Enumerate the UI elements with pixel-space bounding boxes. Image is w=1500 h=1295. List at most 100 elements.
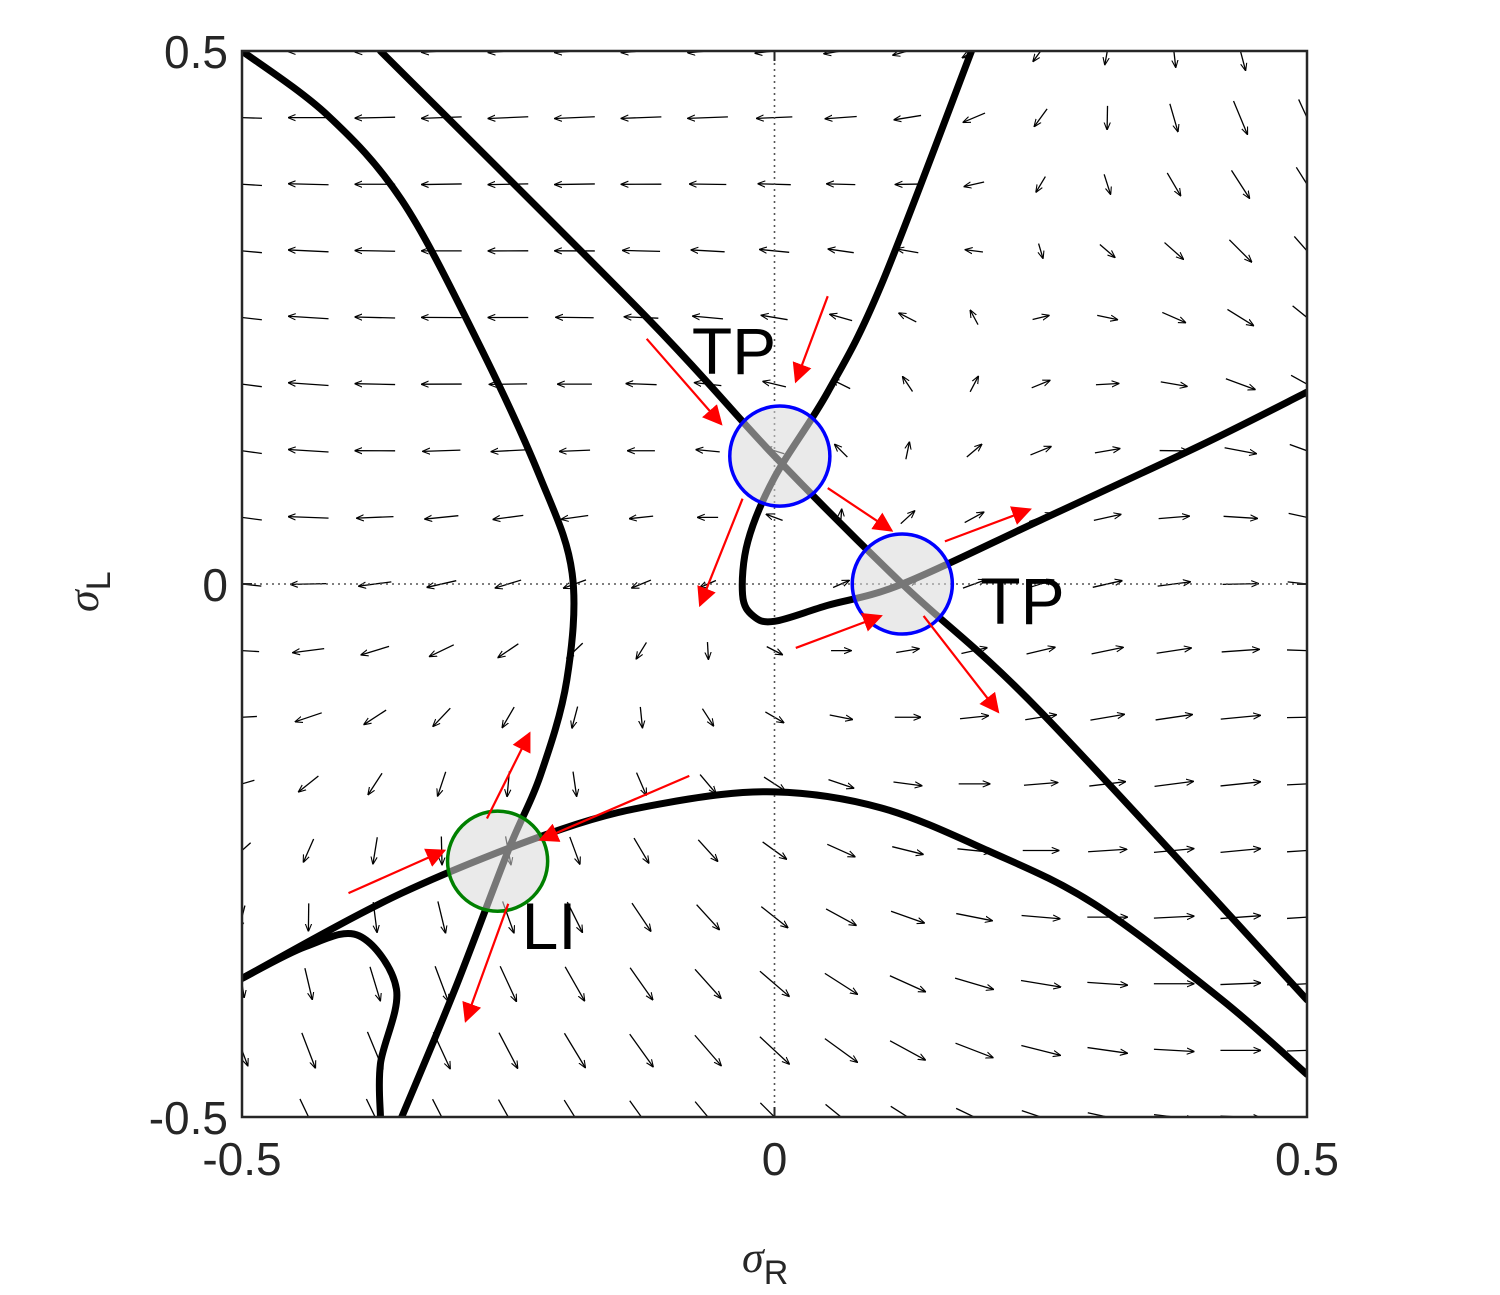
field-arrow [1093, 514, 1121, 521]
fixed-point-label: LI [522, 889, 577, 963]
field-arrow [696, 904, 720, 930]
field-arrow [903, 377, 914, 392]
fixed-point-tp [850, 532, 955, 636]
field-arrow [893, 51, 910, 55]
field-arrow [623, 250, 661, 251]
field-arrow [1222, 584, 1259, 585]
field-arrow [364, 709, 387, 724]
field-arrow [493, 514, 524, 519]
field-arrow [1021, 916, 1060, 919]
field-arrow [763, 381, 787, 388]
field-arrow [688, 117, 728, 118]
field-arrow [1287, 916, 1307, 920]
field-arrow [563, 1099, 576, 1117]
field-arrow [694, 968, 721, 998]
field-arrow [242, 979, 244, 997]
field-arrow [491, 450, 526, 452]
field-arrow [438, 771, 447, 796]
field-arrow [1286, 783, 1307, 786]
field-arrow [242, 779, 255, 785]
field-arrow [827, 843, 855, 856]
fixed-points [445, 404, 955, 913]
field-arrow [630, 516, 654, 519]
field-arrow [355, 317, 396, 318]
field-arrow [1289, 443, 1307, 452]
field-arrow [295, 712, 322, 722]
field-arrow [633, 837, 649, 863]
field-arrow [437, 901, 446, 932]
field-arrow [1153, 916, 1194, 918]
field-arrow [1103, 174, 1110, 194]
field-arrow [242, 842, 252, 852]
field-arrow [355, 117, 396, 118]
field-arrow [1034, 108, 1048, 126]
field-arrow [1224, 447, 1257, 454]
field-arrow [1286, 716, 1307, 719]
field-arrow [959, 716, 988, 719]
fixed-point-li [445, 809, 550, 913]
field-arrow [1158, 516, 1189, 518]
field-arrow [1166, 172, 1180, 196]
field-arrow [1220, 715, 1260, 720]
field-arrow [242, 905, 246, 929]
field-arrow [555, 184, 595, 185]
eigen-arrow [485, 731, 531, 820]
field-arrow [691, 250, 725, 252]
field-arrow [696, 450, 720, 452]
field-arrow [825, 117, 857, 119]
field-arrow [498, 1032, 518, 1068]
field-arrow [825, 1103, 843, 1117]
field-arrow [1025, 715, 1056, 721]
field-arrow [1030, 447, 1051, 456]
field-arrow [699, 774, 716, 794]
field-arrow [242, 583, 262, 587]
field-arrow [835, 444, 848, 458]
field-arrow [1298, 99, 1307, 120]
field-arrow [495, 579, 522, 588]
field-arrow [433, 707, 451, 726]
field-arrow [434, 966, 448, 1001]
field-arrow [1288, 512, 1307, 519]
field-arrow [832, 581, 849, 589]
field-arrow [629, 1100, 643, 1117]
field-arrow [1156, 648, 1191, 654]
field-arrow [621, 117, 662, 119]
field-arrow [969, 376, 978, 393]
field-arrow [289, 184, 329, 185]
field-arrow [1220, 916, 1260, 919]
field-arrow [824, 51, 846, 54]
field-arrow [1225, 378, 1255, 390]
field-arrow [830, 314, 853, 322]
field-arrow [629, 967, 653, 1000]
x-tick-label: 0.5 [1275, 1133, 1339, 1185]
field-arrow [555, 117, 595, 119]
field-arrow [1091, 647, 1123, 655]
field-arrow [1172, 51, 1176, 67]
field-arrow [1021, 1044, 1060, 1055]
field-arrow [906, 442, 910, 460]
field-arrow [964, 512, 984, 524]
field-arrow [242, 715, 257, 718]
field-arrow [1087, 1046, 1128, 1054]
field-arrow [422, 117, 462, 118]
fixed-point-label: TP [980, 564, 1064, 638]
field-arrow [824, 972, 857, 994]
field-arrow [1223, 516, 1258, 518]
field-arrow [572, 706, 579, 728]
field-arrow [966, 444, 982, 458]
field-arrow [365, 1098, 376, 1117]
field-arrow [497, 1099, 509, 1117]
field-arrow [766, 646, 783, 655]
field-arrow [299, 1098, 310, 1117]
field-arrow [563, 1032, 585, 1067]
field-arrow [289, 383, 329, 386]
field-arrow [954, 977, 993, 989]
field-arrow [1026, 647, 1055, 655]
field-arrow [573, 771, 577, 797]
field-arrow [889, 975, 925, 992]
eigen-arrow [792, 295, 829, 384]
eigen-arrows [348, 295, 1032, 1023]
eigen-arrow [697, 498, 744, 608]
field-arrow [289, 450, 329, 452]
